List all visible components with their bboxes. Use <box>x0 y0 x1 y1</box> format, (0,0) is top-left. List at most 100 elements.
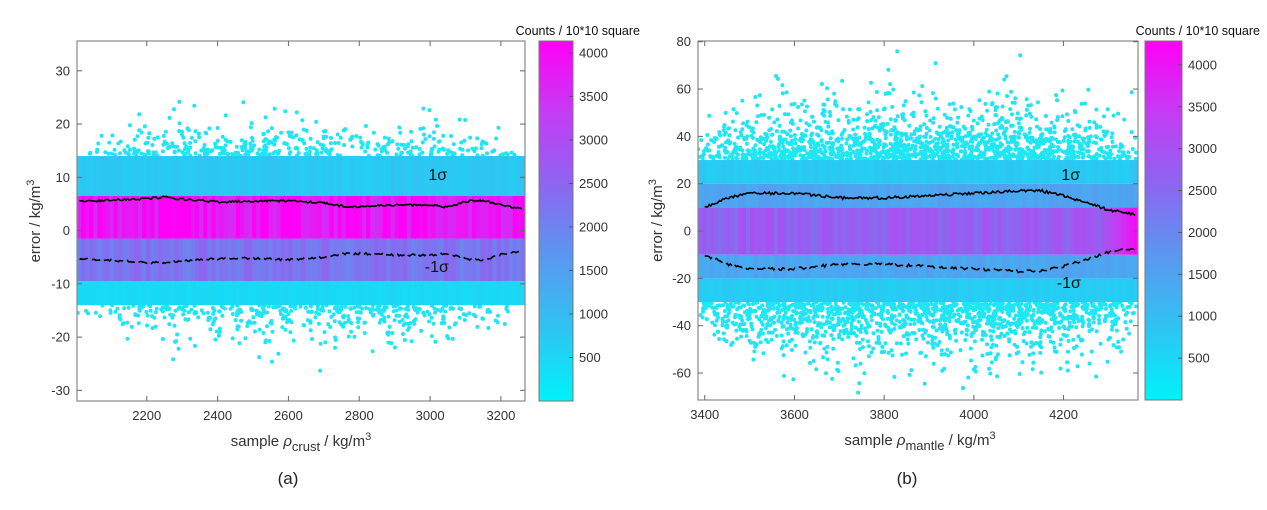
scatter-point <box>1097 313 1102 318</box>
scatter-point <box>1110 319 1115 324</box>
density-cell <box>1086 254 1091 279</box>
scatter-point <box>107 140 112 145</box>
density-cell <box>870 207 875 255</box>
density-cell <box>345 195 351 239</box>
scatter-point <box>413 317 418 322</box>
scatter-point <box>1060 88 1065 93</box>
density-cell <box>333 195 339 239</box>
scatter-point <box>144 309 149 314</box>
scatter-point <box>912 129 917 134</box>
scatter-point <box>286 130 291 135</box>
density-cell <box>774 254 779 279</box>
density-cell <box>125 195 131 239</box>
density-cell <box>398 281 404 306</box>
density-cell <box>1006 207 1011 255</box>
scatter-point <box>849 301 854 306</box>
density-cell <box>301 281 306 306</box>
scatter-point <box>945 347 950 352</box>
scatter-point <box>865 135 870 140</box>
scatter-point <box>1047 334 1052 339</box>
scatter-point <box>1122 117 1127 122</box>
scatter-point <box>856 390 861 395</box>
density-cell <box>129 195 135 239</box>
density-cell <box>366 195 371 239</box>
scatter-point <box>791 377 796 382</box>
y-tick-label: -30 <box>51 383 70 398</box>
density-cell <box>794 160 799 184</box>
scatter-point <box>890 104 895 109</box>
density-cell <box>252 156 257 196</box>
density-cell <box>762 278 767 303</box>
scatter-point <box>830 142 835 147</box>
density-cell <box>1046 254 1051 279</box>
density-cell <box>994 160 999 184</box>
density-cell <box>826 254 831 279</box>
scatter-point <box>1074 325 1079 330</box>
density-cell <box>1114 278 1119 303</box>
density-cell <box>814 278 819 303</box>
scatter-point <box>824 140 829 145</box>
density-cell <box>313 281 318 306</box>
scatter-point <box>214 329 219 334</box>
scatter-point <box>900 352 905 357</box>
scatter-point <box>1051 340 1056 345</box>
scatter-point <box>1059 319 1064 324</box>
scatter-point <box>315 140 320 145</box>
scatter-point <box>780 91 785 96</box>
density-cell <box>774 183 779 208</box>
scatter-point <box>902 319 907 324</box>
scatter-point <box>917 93 922 98</box>
density-cell <box>1122 183 1127 208</box>
density-cell <box>982 254 987 279</box>
scatter-point <box>876 115 881 120</box>
scatter-point <box>337 310 342 315</box>
density-cell <box>256 156 261 196</box>
scatter-point <box>930 313 935 318</box>
scatter-point <box>304 128 309 133</box>
scatter-point <box>953 137 958 142</box>
scatter-point <box>810 114 815 119</box>
scatter-point <box>786 331 791 336</box>
scatter-point <box>269 140 274 145</box>
density-cell <box>406 281 412 306</box>
scatter-point <box>753 309 758 313</box>
scatter-point <box>745 119 750 124</box>
density-cell <box>970 160 975 184</box>
scatter-point <box>267 152 272 157</box>
scatter-point <box>959 330 964 335</box>
density-cell <box>818 278 823 303</box>
scatter-point <box>727 133 732 138</box>
density-cell <box>1050 183 1055 208</box>
density-cell <box>191 238 196 282</box>
scatter-point <box>937 326 942 331</box>
scatter-point <box>998 144 1003 149</box>
density-cell <box>1094 160 1099 184</box>
density-cell <box>150 281 155 306</box>
density-cell <box>146 281 151 306</box>
density-cell <box>349 195 355 239</box>
scatter-point <box>962 308 967 313</box>
density-cell <box>950 160 955 184</box>
density-cell <box>1094 207 1099 255</box>
scatter-point <box>993 311 997 316</box>
density-cell <box>846 183 851 208</box>
density-cell <box>415 195 420 239</box>
density-cell <box>998 183 1003 208</box>
scatter-point <box>724 149 729 154</box>
scatter-point <box>812 340 817 345</box>
scatter-point <box>801 155 806 160</box>
scatter-point <box>868 109 873 114</box>
density-cell <box>138 156 143 196</box>
scatter-point <box>502 322 507 326</box>
density-cell <box>910 160 915 184</box>
density-cell <box>186 195 192 239</box>
scatter-point <box>815 132 820 137</box>
density-cell <box>774 207 779 255</box>
scatter-point <box>1043 320 1048 325</box>
scatter-point <box>216 333 221 338</box>
scatter-point <box>1061 324 1066 329</box>
y-tick-label: -10 <box>51 276 70 291</box>
density-cell <box>970 254 975 279</box>
scatter-point <box>297 137 302 142</box>
